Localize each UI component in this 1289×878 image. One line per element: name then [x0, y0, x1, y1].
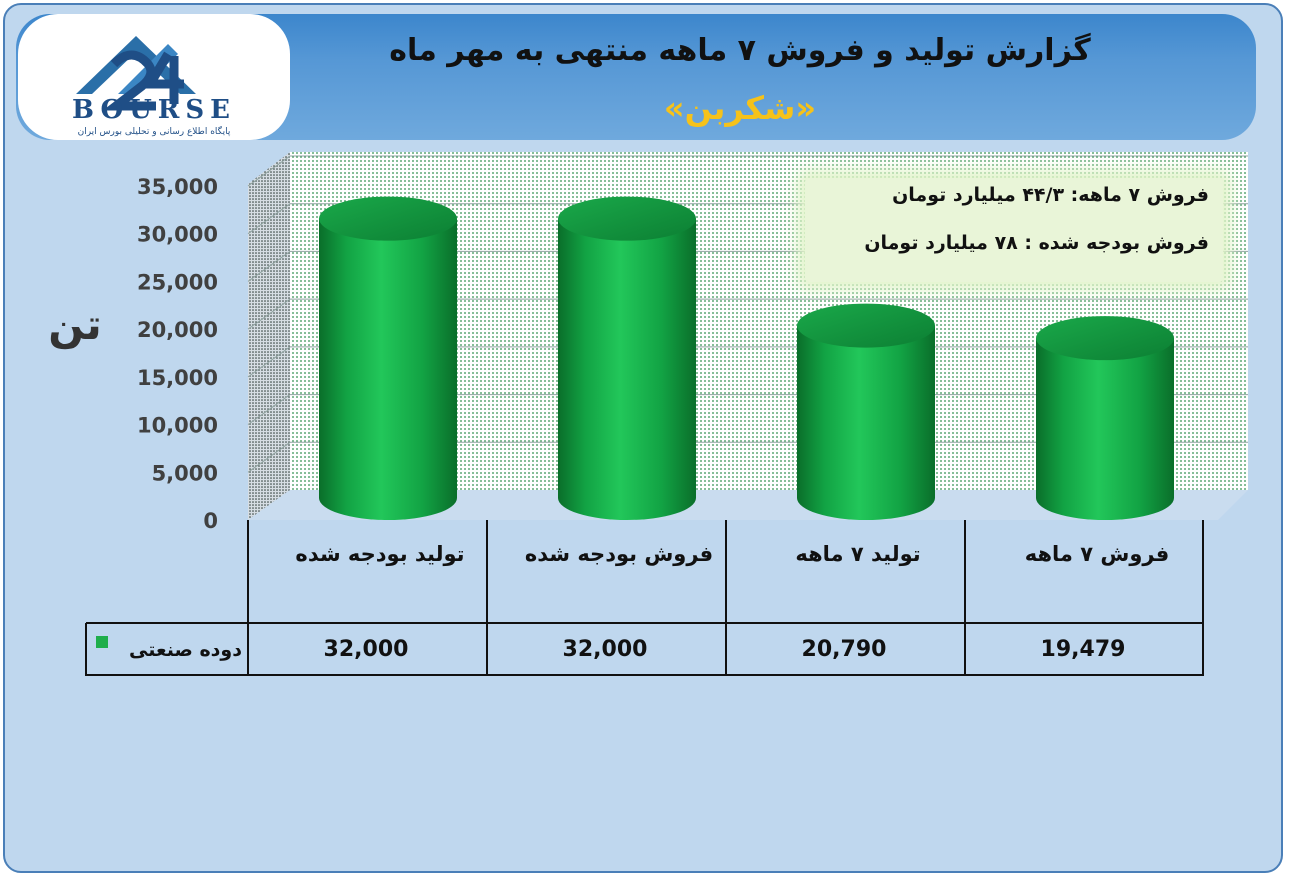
data-value-label: 20,790 — [801, 637, 887, 662]
info-line-sales: فروش ۷ ماهه: ۴۴/۳ میلیارد تومان — [892, 184, 1209, 206]
y-tick-label: 35,000 — [137, 175, 218, 199]
x-category-label: تولید بودجه شده — [295, 542, 465, 566]
x-category-label: تولید ۷ ماهه — [795, 542, 921, 566]
info-line-budget: فروش بودجه شده : ۷۸ میلیارد تومان — [864, 232, 1209, 254]
logo-graphic: BOURSE پایگاه اطلاع رسانی و تحلیلی بورس … — [72, 36, 236, 137]
gridline-side — [247, 155, 291, 187]
gridline-side — [247, 346, 291, 378]
gridline-side — [247, 394, 291, 425]
logo-tagline: پایگاه اطلاع رسانی و تحلیلی بورس ایران — [78, 125, 231, 137]
y-tick-label: 20,000 — [137, 318, 218, 342]
data-value-label: 32,000 — [562, 637, 648, 662]
gridline-side — [247, 441, 291, 473]
data-value-label: 19,479 — [1040, 637, 1126, 662]
info-box: فروش ۷ ماهه: ۴۴/۳ میلیارد تومان فروش بود… — [805, 178, 1223, 282]
gridline-side — [247, 251, 291, 282]
y-tick-label: 0 — [203, 509, 218, 533]
bar-body — [319, 218, 457, 520]
y-tick-label: 10,000 — [137, 414, 218, 438]
series-swatch — [96, 636, 108, 648]
series-name: دوده صنعتی — [129, 639, 242, 661]
x-category-label: فروش بودجه شده — [524, 542, 714, 566]
data-table-lines — [85, 520, 1204, 676]
gridline-side — [247, 298, 291, 330]
bars-group — [319, 196, 1174, 520]
bar — [558, 196, 696, 520]
y-unit-label: تن — [48, 300, 102, 349]
bar-top — [558, 196, 696, 241]
bar — [319, 196, 457, 520]
y-tick-label: 30,000 — [137, 223, 218, 247]
logo-text: BOURSE — [72, 95, 236, 125]
y-tick-label: 5,000 — [152, 461, 218, 485]
bar-body — [558, 218, 696, 520]
gridline-side — [247, 203, 291, 235]
bar — [797, 303, 935, 520]
chart-subtitle: «شکربن» — [663, 89, 817, 127]
y-tick-label: 25,000 — [137, 270, 218, 294]
bar-top — [797, 303, 935, 348]
chart-title: گزارش تولید و فروش ۷ ماهه منتهی به مهر م… — [389, 33, 1091, 68]
side-wall — [248, 152, 290, 520]
y-tick-label: 15,000 — [137, 366, 218, 390]
data-value-label: 32,000 — [323, 637, 409, 662]
x-category-label: فروش ۷ ماهه — [1024, 542, 1170, 566]
y-axis: 0 5,000 10,000 15,000 20,000 25,000 30,000 35,0… — [137, 175, 218, 533]
bar-body — [1036, 338, 1174, 520]
bar-top — [1036, 316, 1174, 361]
bar-body — [797, 325, 935, 520]
floor — [248, 490, 1248, 520]
bar — [1036, 316, 1174, 520]
bar-top — [319, 196, 457, 241]
bourse24-logo: BOURSE پایگاه اطلاع رسانی و تحلیلی بورس … — [18, 14, 290, 140]
